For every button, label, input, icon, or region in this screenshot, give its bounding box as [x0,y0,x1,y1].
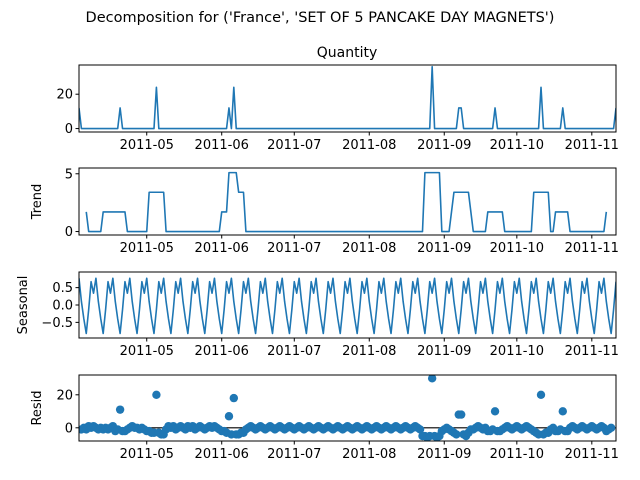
resid-xtick-label: 2011-09 [417,447,471,462]
seasonal-series-line [79,277,616,335]
resid-point [115,405,125,414]
panels: 0 20 2011-05 2011-06 2011-07 2011-08 2011-09 20… [16,64,619,462]
trend-xtick-label: 2011-09 [417,241,471,256]
resid-xtick-label: 2011-08 [342,447,396,462]
observed-ytick-label: 0 [65,122,73,137]
resid-xtick-label: 2011-10 [490,447,544,462]
trend-series-line [85,171,608,233]
resid-ytick-label: 0 [65,421,73,436]
seasonal-ytick-label: 0.0 [52,299,73,314]
trend-axes-frame [78,167,617,236]
seasonal-xtick-label: 2011-08 [342,344,396,359]
seasonal-ytick-label: −0.5 [41,316,73,331]
figure-suptitle: Decomposition for ('France', 'SET OF 5 P… [86,10,555,26]
resid-ytick-label: 20 [56,388,73,403]
trend-xtick-label: 2011-07 [267,241,321,256]
resid-point [558,407,567,416]
resid-point [490,407,500,416]
trend-xtick-label: 2011-05 [120,241,174,256]
resid-point [152,390,161,399]
seasonal-panel: 0.5 0.0 −0.5 2011-05 2011-06 2011-07 2011-08 20… [16,271,619,359]
resid-xtick-label: 2011-06 [195,447,249,462]
seasonal-ylabel: Seasonal [16,276,31,335]
observed-axes-frame [78,64,617,133]
trend-xtick-label: 2011-06 [195,241,249,256]
resid-point [224,412,234,421]
observed-xtick-label: 2011-06 [195,138,249,153]
seasonal-xtick-label: 2011-11 [565,344,619,359]
resid-point [606,423,616,432]
trend-ylabel: Trend [30,184,45,221]
trend-xtick-label: 2011-11 [565,241,619,256]
resid-panel: 0 20 2011-05 2011-06 2011-07 2011-08 2011-09 20… [30,374,619,462]
trend-xtick-label: 2011-08 [342,241,396,256]
resid-point [427,375,437,383]
observed-panel-title: Quantity [317,45,378,61]
observed-xtick-label: 2011-10 [490,138,544,153]
observed-xtick-label: 2011-07 [267,138,321,153]
seasonal-xtick-label: 2011-06 [195,344,249,359]
resid-xtick-label: 2011-11 [565,447,619,462]
resid-point [536,390,546,399]
observed-xtick-label: 2011-05 [120,138,174,153]
observed-xtick-label: 2011-09 [417,138,471,153]
resid-point [452,430,461,439]
resid-point [456,410,466,419]
trend-ytick-label: 5 [65,167,73,182]
seasonal-xtick-label: 2011-09 [417,344,471,359]
observed-xtick-label: 2011-11 [565,138,619,153]
resid-axes-frame [78,374,617,442]
seasonal-xtick-label: 2011-10 [490,344,544,359]
trend-ytick-label: 0 [65,225,73,240]
observed-xtick-label: 2011-08 [342,138,396,153]
seasonal-xtick-label: 2011-07 [267,344,321,359]
resid-point [229,393,239,403]
observed-panel: 0 20 2011-05 2011-06 2011-07 2011-08 2011-09 20… [56,64,619,153]
resid-ylabel: Resid [30,390,45,425]
resid-point [415,425,425,434]
trend-xtick-label: 2011-10 [490,241,544,256]
seasonal-ytick-label: 0.5 [52,281,73,296]
trend-panel: 0 5 2011-05 2011-06 2011-07 2011-08 2011-09 201… [30,167,619,256]
resid-xtick-label: 2011-07 [267,447,321,462]
observed-series-line [79,65,616,130]
seasonal-xtick-label: 2011-05 [120,344,174,359]
observed-ytick-label: 20 [56,88,73,103]
resid-xtick-label: 2011-05 [120,447,174,462]
